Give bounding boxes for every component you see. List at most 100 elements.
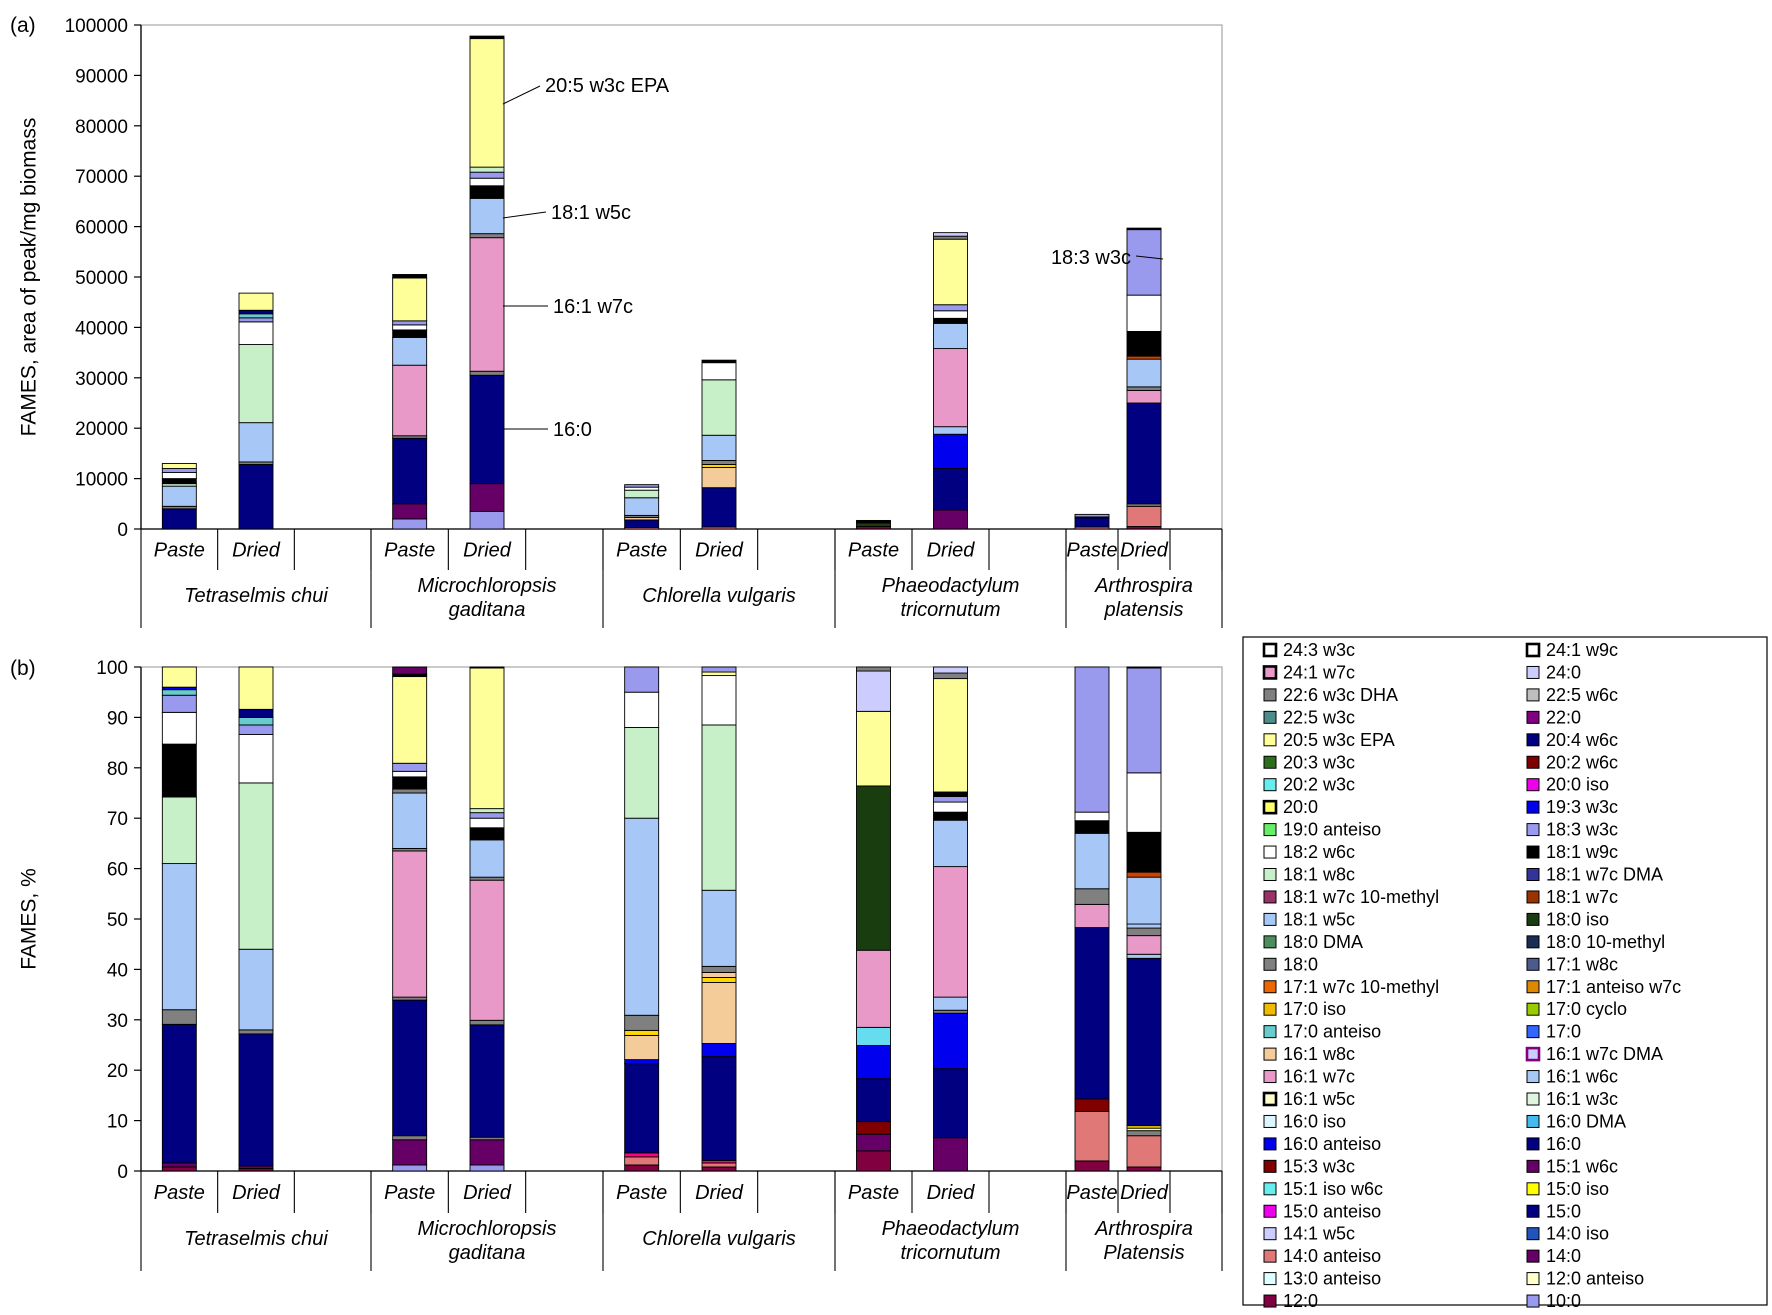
bar-segment — [701, 982, 737, 1044]
legend-swatch — [1263, 957, 1277, 971]
bar-segment — [701, 1162, 737, 1168]
bar-segment — [624, 489, 660, 499]
bar-segment — [469, 374, 505, 485]
legend-swatch — [1263, 868, 1277, 881]
species-label: Chlorella vulgaris — [642, 1228, 795, 1250]
bar-segment — [856, 522, 891, 527]
bar-segment — [1126, 330, 1162, 357]
panel-a: (a) 0 10000 20000 30000 40000 50000 60000 70000 8… — [10, 14, 1223, 628]
bar-segment — [624, 1029, 660, 1036]
legend-label: 16:1 w5c — [1283, 1089, 1355, 1109]
bar-segment — [856, 1133, 891, 1152]
legend-swatch — [1263, 1137, 1277, 1151]
legend-label: 18:0 iso — [1546, 909, 1609, 929]
bar-segment — [1074, 517, 1110, 528]
legend-label: 18:1 w7c — [1546, 887, 1618, 907]
annotation-label: 20:5 w3c EPA — [545, 75, 670, 97]
bar-segment — [624, 666, 660, 693]
legend-label: 18:1 w7c 10-methyl — [1283, 887, 1439, 907]
bar-segment — [469, 510, 505, 530]
legend-swatch — [1263, 1227, 1277, 1241]
bar-segment — [701, 434, 737, 461]
y-tick-label: 20 — [107, 1061, 128, 1082]
bar-category-label: Dried — [927, 1182, 976, 1204]
y-tick-label: 50000 — [75, 268, 128, 289]
bar-dried — [933, 232, 968, 530]
legend-swatch — [1526, 912, 1540, 926]
bar-dried — [701, 666, 737, 1172]
legend-swatch — [1526, 1272, 1540, 1286]
bar-segment — [856, 710, 891, 787]
bar-segment — [933, 811, 968, 821]
legend-swatch — [1263, 935, 1277, 949]
bar-segment — [1126, 389, 1162, 404]
legend-label: 19:0 anteiso — [1283, 820, 1381, 840]
bar-segment — [392, 503, 428, 520]
legend-swatch — [1526, 800, 1540, 814]
bar-segment — [469, 171, 505, 179]
bar-segment — [392, 996, 428, 1001]
bar-segment — [1074, 513, 1110, 518]
species-label: gaditana — [449, 599, 526, 621]
bar-segment — [933, 348, 968, 428]
legend-label: 16:1 w7c DMA — [1546, 1044, 1663, 1064]
bar-segment — [1074, 888, 1110, 905]
bar-segment — [933, 672, 968, 680]
bar-segment — [161, 485, 197, 507]
legend-swatch — [1526, 1294, 1540, 1308]
y-tick-label: 50 — [107, 910, 128, 931]
bar-segment — [238, 464, 274, 530]
legend-label: 14:0 anteiso — [1283, 1246, 1381, 1266]
annotation-leader — [1135, 255, 1164, 260]
bar-segment — [933, 796, 968, 803]
bar-segment — [161, 1023, 197, 1164]
y-tick-label: 70000 — [75, 167, 128, 188]
legend-label: 18:1 w7c DMA — [1546, 865, 1663, 885]
bar-segment — [624, 1034, 660, 1061]
legend-swatch — [1526, 1182, 1540, 1196]
group-0: Tetraselmis chui Paste Dried — [140, 666, 372, 1271]
legend-label: 17:0 iso — [1283, 999, 1346, 1019]
legend-label: 18:1 w9c — [1546, 842, 1618, 862]
legend-label: 22:5 w6c — [1546, 685, 1618, 705]
bar-segment — [1126, 1130, 1162, 1137]
bar-segment — [1074, 832, 1110, 890]
legend-swatch — [1263, 1204, 1277, 1218]
legend-swatch — [1526, 980, 1540, 994]
bar-segment — [1074, 903, 1110, 929]
species-label: tricornutum — [900, 1242, 1000, 1264]
bar-segment — [624, 1152, 660, 1158]
legend-label: 14:0 — [1546, 1246, 1581, 1266]
bar-segment — [392, 770, 428, 778]
y-tick-label: 100 — [96, 658, 128, 679]
bar-segment — [238, 948, 274, 1031]
bar-segment — [933, 322, 968, 350]
bar-category-label: Dried — [463, 540, 512, 562]
bar-category-label: Paste — [1066, 540, 1117, 562]
bar-segment — [238, 309, 274, 315]
bar-segment — [469, 237, 505, 372]
species-label: Phaeodactylum — [882, 1218, 1020, 1240]
y-axis-label: FAMES, area of peak/mg biomass — [18, 118, 41, 437]
legend-label: 22:6 w3c DHA — [1283, 685, 1398, 705]
legend-label: 17:1 w8c — [1546, 954, 1618, 974]
bar-segment — [701, 724, 737, 891]
bar-segment — [701, 464, 737, 468]
legend-label: 16:0 — [1546, 1134, 1581, 1154]
y-tick-label: 0 — [117, 1162, 128, 1183]
bar-dried — [701, 359, 737, 530]
legend-swatch — [1263, 1114, 1277, 1128]
bar-segment — [392, 762, 428, 772]
bar-segment — [856, 785, 891, 951]
bar-segment — [701, 965, 737, 973]
bar-segment — [392, 277, 428, 322]
bar-segment — [624, 691, 660, 728]
bar-segment — [624, 727, 660, 819]
bar-segment — [701, 977, 737, 983]
bar-segment — [161, 508, 197, 530]
bar-dried — [933, 666, 968, 1172]
bar-dried — [469, 666, 505, 1172]
legend-swatch — [1526, 733, 1540, 747]
bar-segment — [469, 177, 505, 187]
